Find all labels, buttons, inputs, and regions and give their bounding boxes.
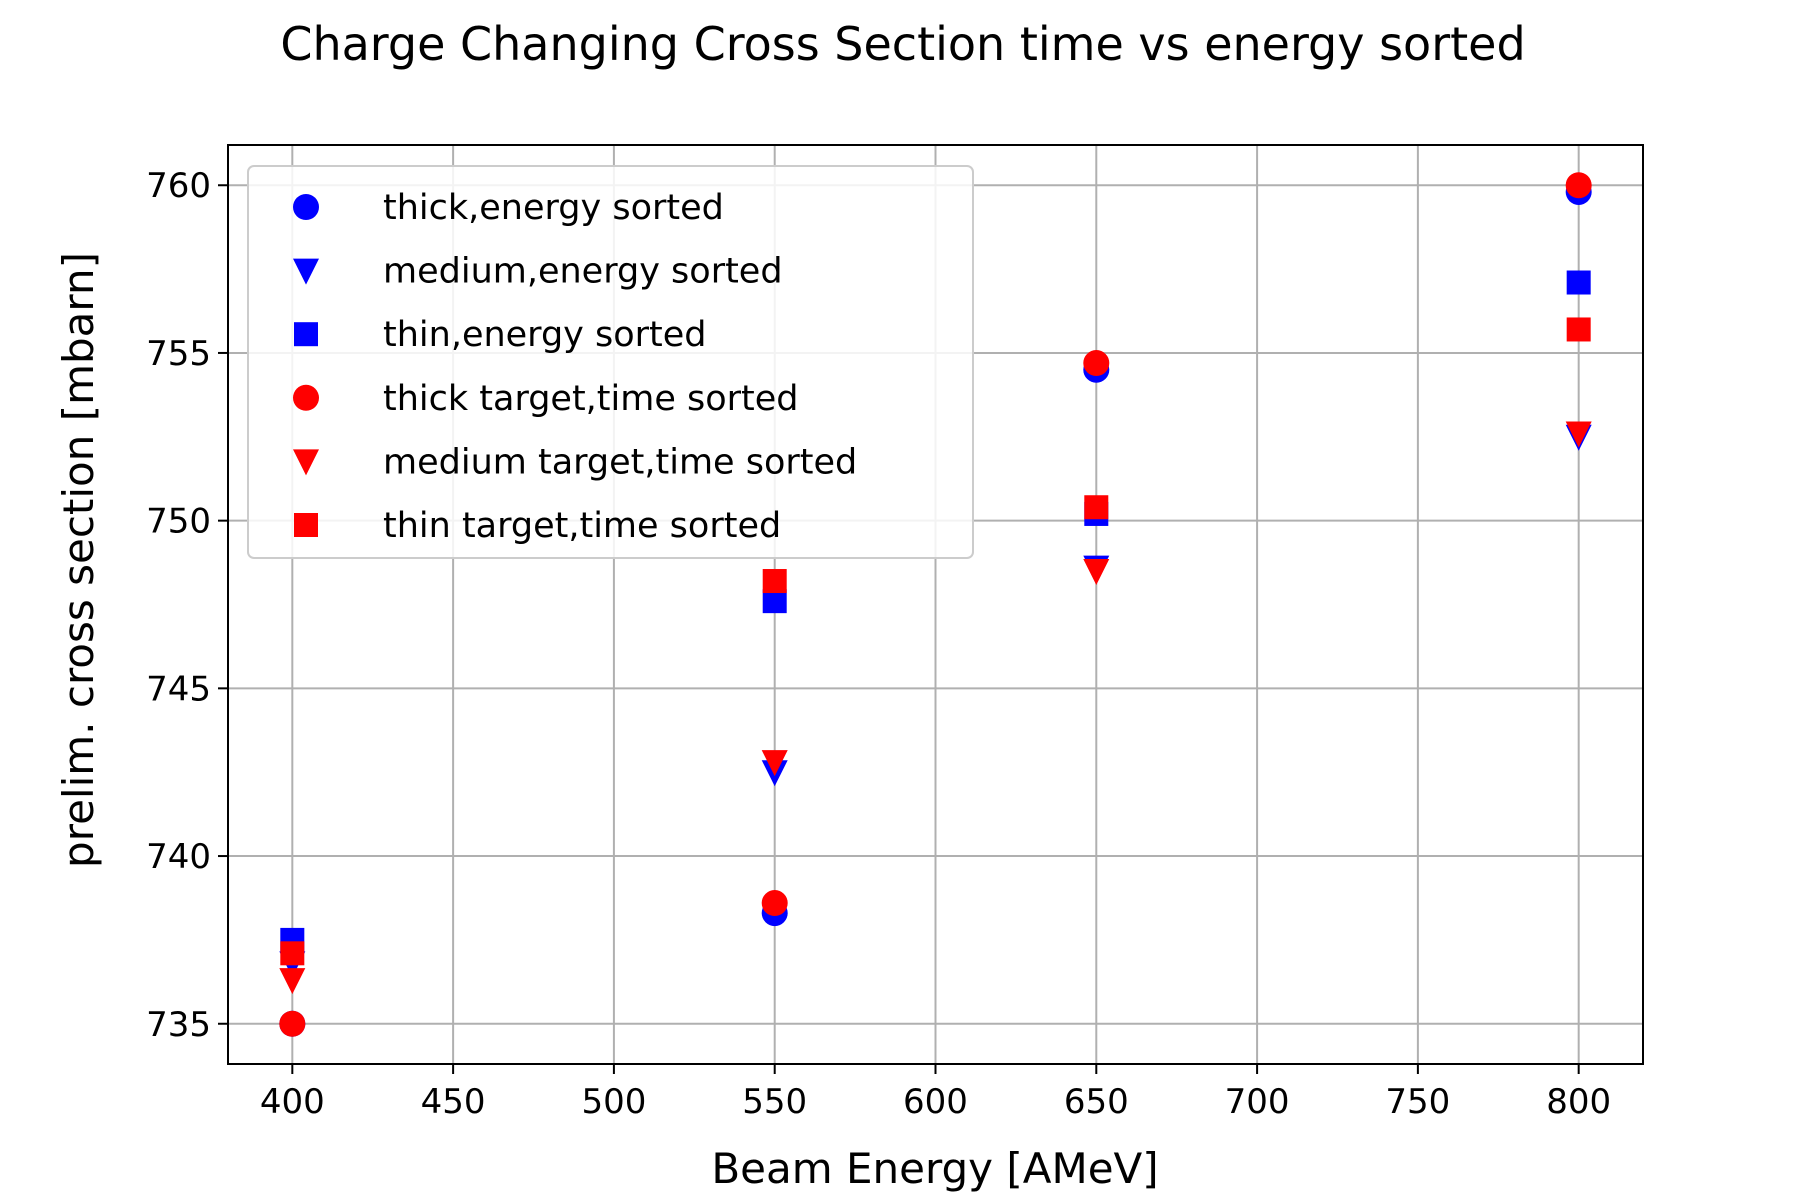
y-axis-label: prelim. cross section [mbarn] (54, 252, 103, 868)
data-point (279, 1010, 306, 1037)
legend-label: thin target,time sorted (383, 506, 781, 546)
data-point (761, 890, 788, 917)
data-point (1565, 421, 1592, 448)
data-point (762, 589, 787, 614)
legend-item: thin target,time sorted (294, 506, 781, 546)
data-point (761, 750, 788, 777)
legend-item: thin,energy sorted (294, 315, 707, 355)
legend-item: medium target,time sorted (293, 442, 857, 482)
chart-title: Charge Changing Cross Section time vs en… (280, 17, 1525, 71)
axis-ticks: 400 450 500 550 600 650 700 750 800 735 740 745 750 7… (146, 166, 1611, 1122)
data-point (280, 941, 305, 966)
x-tick-label: 400 (260, 1082, 325, 1122)
y-tick-label: 755 (146, 334, 211, 374)
data-point (1083, 558, 1110, 585)
legend-marker (294, 322, 318, 347)
y-tick-label: 750 (146, 502, 211, 542)
legend-marker (293, 194, 319, 220)
data-point (279, 968, 306, 995)
legend-item: thick,energy sorted (293, 188, 724, 228)
data-point (1565, 172, 1592, 199)
legend: thick,energy sorted medium,energy sorted t… (247, 165, 974, 559)
data-point (1566, 270, 1591, 295)
x-tick-label: 750 (1385, 1082, 1450, 1122)
data-point (1083, 350, 1110, 377)
legend-marker (293, 449, 319, 476)
x-tick-label: 450 (421, 1082, 486, 1122)
data-point (1084, 495, 1109, 520)
legend-marker (293, 258, 319, 285)
series-4 (279, 172, 1592, 1037)
x-tick-label: 600 (903, 1082, 968, 1122)
y-tick-label: 760 (146, 166, 211, 206)
x-tick-label: 550 (742, 1082, 807, 1122)
legend-box (247, 165, 974, 559)
series-6 (280, 317, 1591, 966)
y-tick-label: 735 (146, 1005, 211, 1045)
legend-marker (294, 513, 318, 537)
series-5 (279, 421, 1592, 995)
x-tick-label: 700 (1225, 1082, 1290, 1122)
data-point (762, 569, 787, 594)
x-tick-label: 500 (581, 1082, 646, 1122)
y-tick-label: 740 (146, 837, 211, 877)
legend-marker (293, 384, 319, 411)
legend-label: thick target,time sorted (383, 379, 799, 419)
legend-label: thin,energy sorted (383, 315, 707, 355)
y-tick-label: 745 (146, 669, 211, 709)
x-tick-label: 650 (1064, 1082, 1129, 1122)
legend-item: medium,energy sorted (293, 252, 783, 292)
legend-label: medium target,time sorted (383, 442, 857, 482)
data-points (279, 172, 1592, 1037)
legend-label: medium,energy sorted (383, 252, 783, 292)
legend-item: thick target,time sorted (293, 379, 799, 419)
legend-label: thick,energy sorted (383, 188, 724, 228)
data-point (1566, 317, 1591, 342)
x-tick-label: 800 (1546, 1082, 1611, 1122)
x-axis-label: Beam Energy [AMeV] (711, 1144, 1158, 1193)
